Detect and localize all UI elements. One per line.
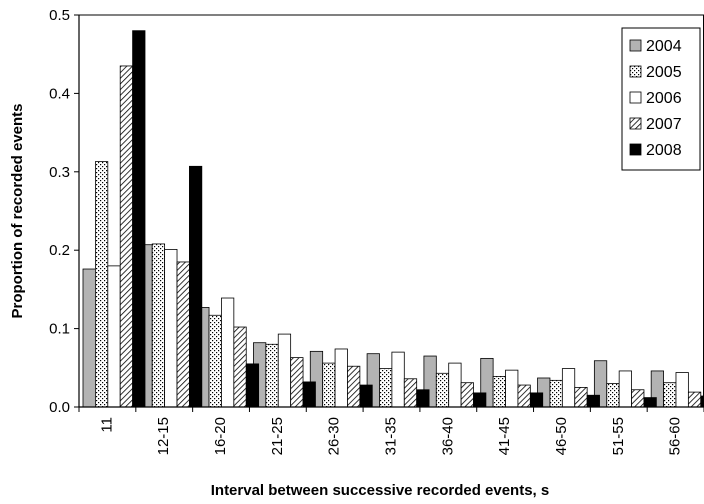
bar-2005-12-15 — [151, 243, 166, 408]
x-tick-label: 46-50 — [553, 417, 570, 455]
bar-2007-26-30 — [347, 365, 361, 408]
bar-2006-46-50 — [561, 368, 576, 408]
x-tick-label: 26-30 — [326, 417, 343, 455]
bar-2006-41-45 — [505, 369, 519, 408]
legend-label-2007: 2007 — [646, 116, 682, 133]
bar-2006-11 — [107, 265, 121, 408]
x-tick-label: 41-45 — [496, 417, 513, 455]
bar-2006-56-60 — [675, 372, 689, 408]
bar-2008-26-30 — [359, 384, 373, 408]
y-tick-label: 0.2 — [49, 242, 70, 259]
bar-2006-16-20 — [221, 297, 235, 408]
bar-2008-56-60 — [700, 395, 704, 408]
x-tick-label: 51-55 — [610, 417, 627, 455]
legend-swatch-2007 — [629, 117, 642, 130]
bar-2008-21-25 — [302, 381, 316, 408]
bar-2007-51-55 — [631, 389, 645, 408]
bar-2006-21-25 — [277, 333, 292, 408]
bar-2007-31-35 — [403, 378, 418, 408]
legend-label-2004: 2004 — [646, 38, 682, 55]
bar-2006-36-40 — [448, 362, 462, 408]
y-tick-label: 0.1 — [49, 321, 70, 338]
bar-2008-41-45 — [529, 392, 544, 408]
bar-2005-46-50 — [549, 379, 563, 408]
x-tick-label: 21-25 — [269, 417, 286, 455]
bar-2005-16-20 — [208, 314, 222, 408]
bar-2008-51-55 — [643, 397, 657, 408]
bar-2005-31-35 — [379, 368, 393, 408]
y-axis-title: Proportion of recorded events — [9, 103, 26, 318]
y-tick-label: 0.4 — [49, 85, 70, 102]
bar-2007-36-40 — [460, 382, 474, 408]
bar-2006-26-30 — [334, 348, 348, 408]
x-tick-label: 36-40 — [439, 417, 456, 455]
x-tick-label: 31-35 — [383, 417, 400, 455]
x-axis-title: Interval between successive recorded eve… — [211, 482, 550, 499]
bar-2006-51-55 — [618, 370, 632, 408]
bar-2007-56-60 — [687, 391, 702, 408]
legend-swatch-2004 — [629, 39, 642, 52]
bar-2007-21-25 — [290, 357, 304, 408]
legend-swatch-2006 — [629, 91, 642, 104]
legend-label-2006: 2006 — [646, 90, 682, 107]
bar-2007-11 — [119, 65, 133, 408]
legend: 2004 2005 2006 2007 2008 — [621, 27, 701, 171]
bar-2007-16-20 — [233, 326, 247, 408]
x-tick-label: 12-15 — [155, 417, 172, 455]
bar-2008-36-40 — [473, 392, 487, 408]
bar-2005-11 — [95, 161, 109, 408]
bar-2007-46-50 — [574, 386, 588, 408]
legend-swatch-2008 — [629, 143, 642, 156]
bar-2008-12-15 — [189, 165, 203, 408]
legend-swatch-2005 — [629, 65, 642, 78]
legend-label-2008: 2008 — [646, 142, 682, 159]
bar-2005-41-45 — [492, 376, 506, 408]
bar-2004-11 — [82, 268, 96, 408]
y-tick-label: 0.3 — [49, 164, 70, 181]
bar-2005-51-55 — [606, 383, 620, 408]
bar-2006-31-35 — [391, 351, 405, 408]
bar-2005-36-40 — [435, 372, 450, 408]
bar-2008-46-50 — [586, 394, 600, 408]
y-tick-label: 0.5 — [49, 7, 70, 24]
bar-2008-11 — [132, 30, 146, 408]
bar-2008-16-20 — [245, 363, 260, 408]
x-tick-label: 16-20 — [212, 417, 229, 455]
y-tick-label: 0.0 — [49, 399, 70, 416]
bar-2007-41-45 — [517, 384, 531, 408]
bar-2005-21-25 — [265, 343, 279, 408]
x-tick-label: 56-60 — [667, 417, 684, 455]
axes-group: 0.0 0.1 0.2 0.3 0.4 0.5 11 12-15 16-20 21-25 26-30… — [49, 7, 704, 455]
bar-2006-12-15 — [164, 249, 178, 408]
bar-2005-56-60 — [663, 382, 677, 408]
bar-2005-26-30 — [322, 362, 336, 408]
bar-2007-12-15 — [176, 261, 190, 408]
legend-label-2005: 2005 — [646, 64, 682, 81]
bar-2008-31-35 — [416, 389, 430, 408]
bars-group — [82, 30, 704, 408]
x-tick-label: 11 — [98, 417, 115, 433]
